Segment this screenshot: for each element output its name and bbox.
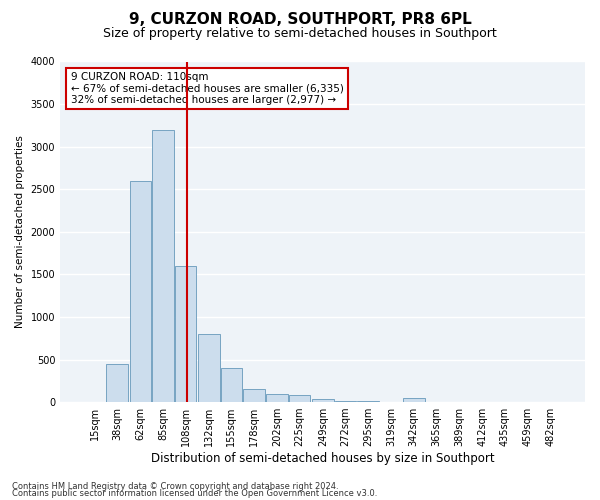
- Bar: [130, 180, 151, 402]
- X-axis label: Distribution of semi-detached houses by size in Southport: Distribution of semi-detached houses by …: [151, 452, 494, 465]
- Bar: [175, 266, 196, 402]
- Bar: [266, 394, 288, 402]
- Bar: [221, 368, 242, 402]
- Text: Contains public sector information licensed under the Open Government Licence v3: Contains public sector information licen…: [12, 489, 377, 498]
- Bar: [106, 364, 128, 402]
- Text: 9 CURZON ROAD: 110sqm
← 67% of semi-detached houses are smaller (6,335)
32% of s: 9 CURZON ROAD: 110sqm ← 67% of semi-deta…: [71, 72, 344, 105]
- Bar: [403, 398, 425, 402]
- Bar: [335, 400, 356, 402]
- Text: 9, CURZON ROAD, SOUTHPORT, PR8 6PL: 9, CURZON ROAD, SOUTHPORT, PR8 6PL: [128, 12, 472, 28]
- Y-axis label: Number of semi-detached properties: Number of semi-detached properties: [15, 136, 25, 328]
- Bar: [198, 334, 220, 402]
- Bar: [152, 130, 174, 402]
- Bar: [243, 390, 265, 402]
- Bar: [289, 396, 310, 402]
- Bar: [313, 398, 334, 402]
- Text: Contains HM Land Registry data © Crown copyright and database right 2024.: Contains HM Land Registry data © Crown c…: [12, 482, 338, 491]
- Text: Size of property relative to semi-detached houses in Southport: Size of property relative to semi-detach…: [103, 28, 497, 40]
